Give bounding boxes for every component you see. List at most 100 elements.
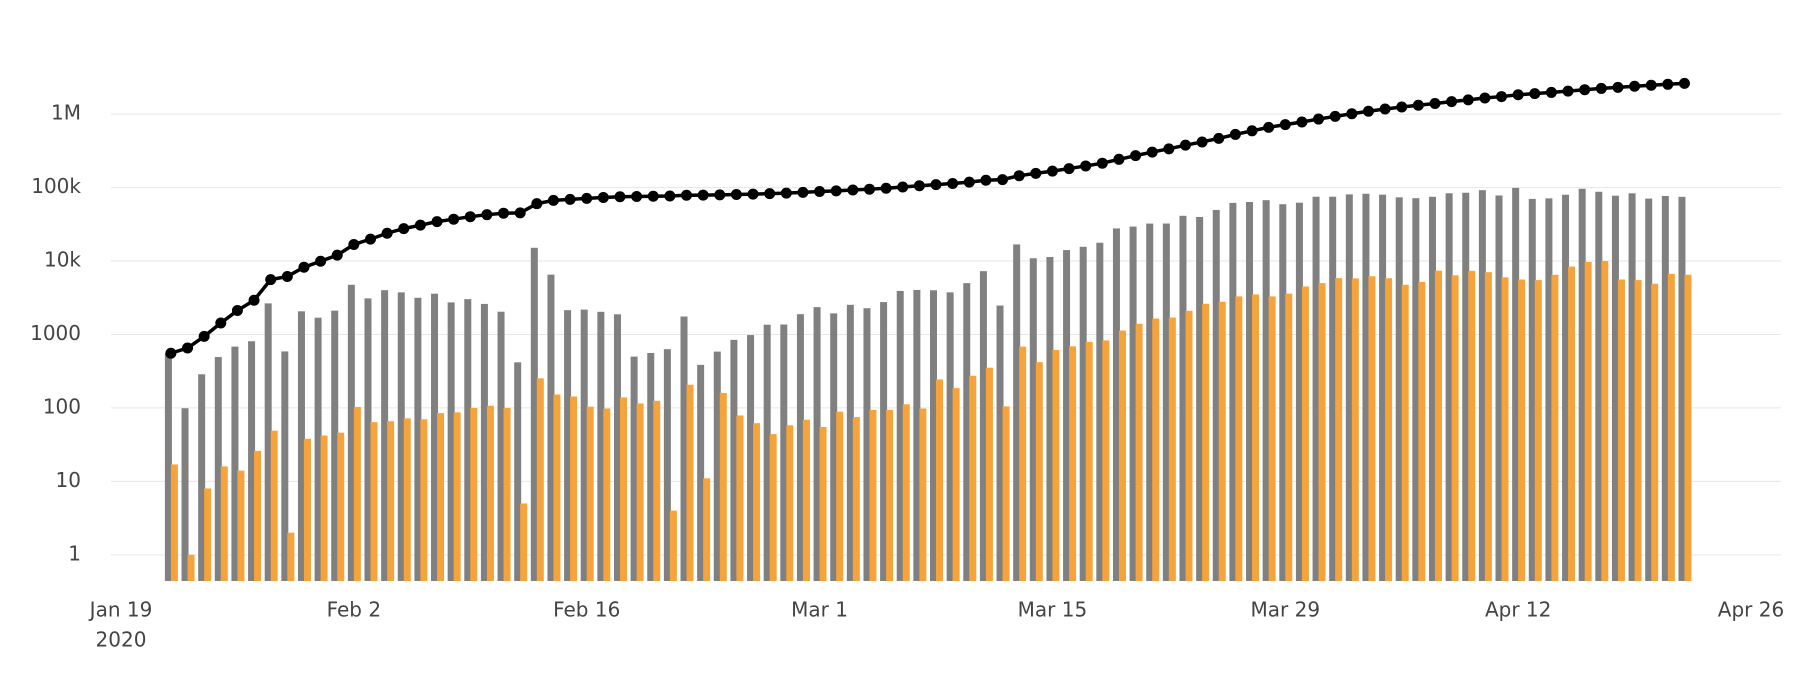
bar	[880, 302, 888, 581]
bar	[1428, 196, 1436, 581]
line-marker	[1130, 150, 1142, 162]
line-marker	[1246, 125, 1258, 137]
line-marker	[1179, 139, 1191, 151]
line-marker	[1030, 167, 1042, 179]
bar	[1268, 296, 1276, 581]
bar	[736, 415, 744, 581]
bar	[1634, 280, 1642, 581]
bar	[297, 311, 305, 581]
bar	[1279, 204, 1287, 581]
line-marker	[1196, 136, 1208, 148]
line-marker	[1263, 121, 1275, 133]
line-marker	[1662, 78, 1674, 90]
bar	[796, 314, 804, 581]
bar	[636, 403, 644, 581]
bar	[952, 388, 960, 581]
line-marker	[248, 294, 260, 306]
bar	[846, 304, 854, 581]
bar	[320, 435, 328, 581]
bar	[1528, 198, 1536, 582]
bar	[719, 392, 727, 581]
line-marker	[1512, 89, 1524, 101]
bar	[1146, 223, 1154, 581]
bar	[353, 406, 361, 581]
y-tick-label: 1	[68, 541, 81, 565]
bar	[220, 466, 228, 581]
bar	[264, 303, 272, 581]
bar	[1229, 202, 1237, 581]
bar	[586, 406, 594, 581]
y-tick-label: 1000	[30, 321, 81, 345]
x-year-label: 2020	[96, 628, 147, 652]
bar	[281, 351, 289, 581]
bar	[713, 351, 721, 581]
bar	[1079, 246, 1087, 582]
bar	[420, 419, 428, 581]
line-marker	[1313, 113, 1325, 125]
bar	[1534, 280, 1542, 581]
y-tick-label: 10	[56, 468, 81, 492]
bar	[564, 310, 572, 581]
bar	[303, 438, 311, 581]
bar	[1379, 194, 1387, 581]
bar	[1468, 270, 1476, 581]
bar	[747, 335, 755, 581]
bar	[337, 432, 345, 581]
line-marker	[697, 189, 709, 201]
bar	[431, 293, 439, 581]
bar	[314, 317, 322, 581]
bar	[936, 379, 943, 581]
bar	[597, 311, 605, 581]
bar	[863, 308, 871, 581]
line-marker	[531, 198, 543, 210]
line-marker	[1595, 82, 1607, 94]
bar	[813, 307, 821, 581]
bar	[1202, 303, 1210, 581]
line-marker	[1096, 157, 1108, 169]
line-marker	[913, 180, 925, 192]
bar	[1345, 194, 1353, 581]
bar	[703, 478, 711, 581]
bar	[919, 408, 927, 581]
x-tick-label: Apr 12	[1485, 598, 1551, 622]
bar	[896, 290, 904, 581]
line-marker	[1013, 170, 1025, 182]
bar	[1451, 275, 1459, 581]
bar	[1645, 198, 1653, 581]
bar	[553, 394, 561, 581]
bar	[1129, 226, 1137, 581]
bar	[996, 305, 1004, 581]
bar	[1412, 198, 1420, 581]
line-marker	[298, 261, 310, 273]
line-marker	[381, 227, 393, 239]
bar	[570, 396, 578, 581]
bar	[1096, 242, 1104, 581]
line-marker	[980, 174, 992, 186]
bar	[1013, 244, 1021, 581]
line-marker	[1562, 85, 1574, 97]
bar	[1584, 262, 1592, 581]
bar	[1667, 273, 1675, 581]
line-marker	[1579, 84, 1591, 96]
bar	[1185, 310, 1193, 581]
bar	[1512, 187, 1520, 582]
bar	[1518, 279, 1526, 581]
line-marker	[1462, 94, 1474, 106]
bar	[1628, 193, 1636, 581]
bar	[254, 450, 262, 581]
line-marker	[1296, 116, 1308, 128]
bar	[802, 419, 810, 581]
bar	[1235, 296, 1243, 581]
bar	[486, 405, 494, 581]
bar	[653, 400, 661, 581]
bar	[1318, 283, 1326, 581]
x-tick-label: Apr 26	[1718, 598, 1784, 622]
bar	[170, 464, 178, 581]
line-marker	[1046, 165, 1058, 177]
line-marker	[398, 223, 410, 235]
line-marker	[1063, 163, 1075, 175]
line-marker	[947, 178, 959, 190]
line-marker	[498, 207, 510, 219]
bar	[1661, 195, 1669, 581]
bar	[1329, 196, 1337, 581]
